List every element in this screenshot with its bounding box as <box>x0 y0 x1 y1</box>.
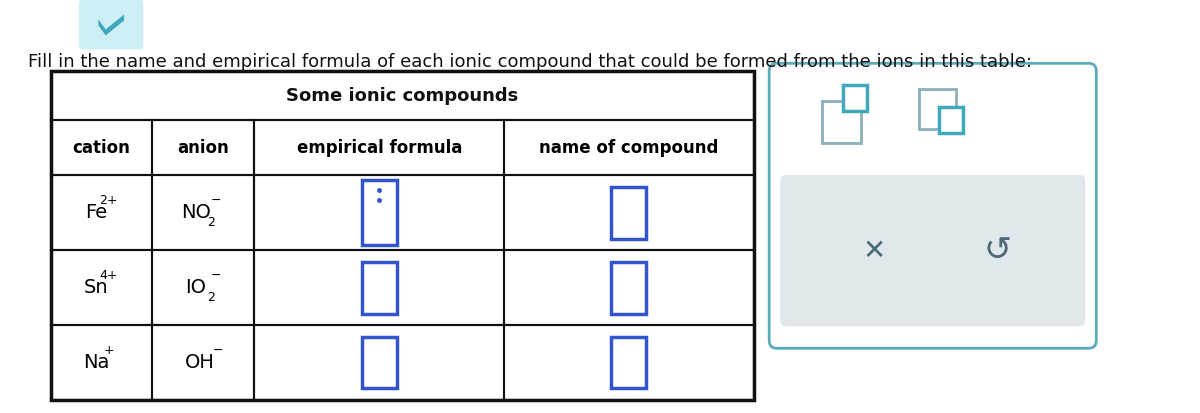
Bar <box>361 262 397 313</box>
Bar <box>361 180 397 245</box>
Text: OH: OH <box>185 353 215 372</box>
Bar <box>940 107 964 133</box>
Bar <box>254 120 504 175</box>
Text: ↺: ↺ <box>984 234 1012 267</box>
Text: cation: cation <box>72 138 131 157</box>
Text: 2+: 2+ <box>100 194 118 207</box>
Bar <box>254 250 504 325</box>
Bar <box>254 175 504 250</box>
Text: ✕: ✕ <box>863 237 886 265</box>
Text: IO: IO <box>186 278 206 297</box>
Text: Na: Na <box>83 353 109 372</box>
Bar <box>504 175 754 250</box>
Bar <box>152 325 254 400</box>
Text: −: − <box>211 194 222 207</box>
Bar <box>50 71 754 400</box>
Bar <box>254 325 504 400</box>
Bar <box>611 187 647 239</box>
Bar <box>504 250 754 325</box>
Bar <box>504 120 754 175</box>
Text: name of compound: name of compound <box>539 138 719 157</box>
Bar <box>152 250 254 325</box>
Text: −: − <box>212 344 223 357</box>
Text: 2: 2 <box>206 216 215 229</box>
Bar <box>50 71 754 120</box>
Bar <box>152 175 254 250</box>
Bar <box>611 262 647 313</box>
Bar <box>611 337 647 389</box>
Text: Sn: Sn <box>84 278 108 297</box>
FancyBboxPatch shape <box>79 0 143 50</box>
Bar <box>842 85 866 111</box>
Bar <box>50 250 152 325</box>
Bar <box>361 337 397 389</box>
Bar <box>50 325 152 400</box>
Text: +: + <box>103 344 114 357</box>
Polygon shape <box>98 14 124 36</box>
Text: −: − <box>211 269 222 282</box>
Text: 2: 2 <box>206 291 215 304</box>
Bar <box>50 175 152 250</box>
Text: NO: NO <box>181 203 211 222</box>
Text: empirical formula: empirical formula <box>296 138 462 157</box>
Bar <box>50 120 152 175</box>
Text: Some ionic compounds: Some ionic compounds <box>286 87 518 104</box>
Text: anion: anion <box>178 138 229 157</box>
Bar <box>152 120 254 175</box>
Bar <box>822 101 862 143</box>
Text: Fill in the name and empirical formula of each ionic compound that could be form: Fill in the name and empirical formula o… <box>28 53 1032 71</box>
FancyBboxPatch shape <box>780 175 1085 326</box>
FancyBboxPatch shape <box>769 63 1097 348</box>
Bar <box>504 325 754 400</box>
Bar <box>919 89 955 129</box>
Text: Fe: Fe <box>85 203 107 222</box>
Text: 4+: 4+ <box>100 269 118 282</box>
